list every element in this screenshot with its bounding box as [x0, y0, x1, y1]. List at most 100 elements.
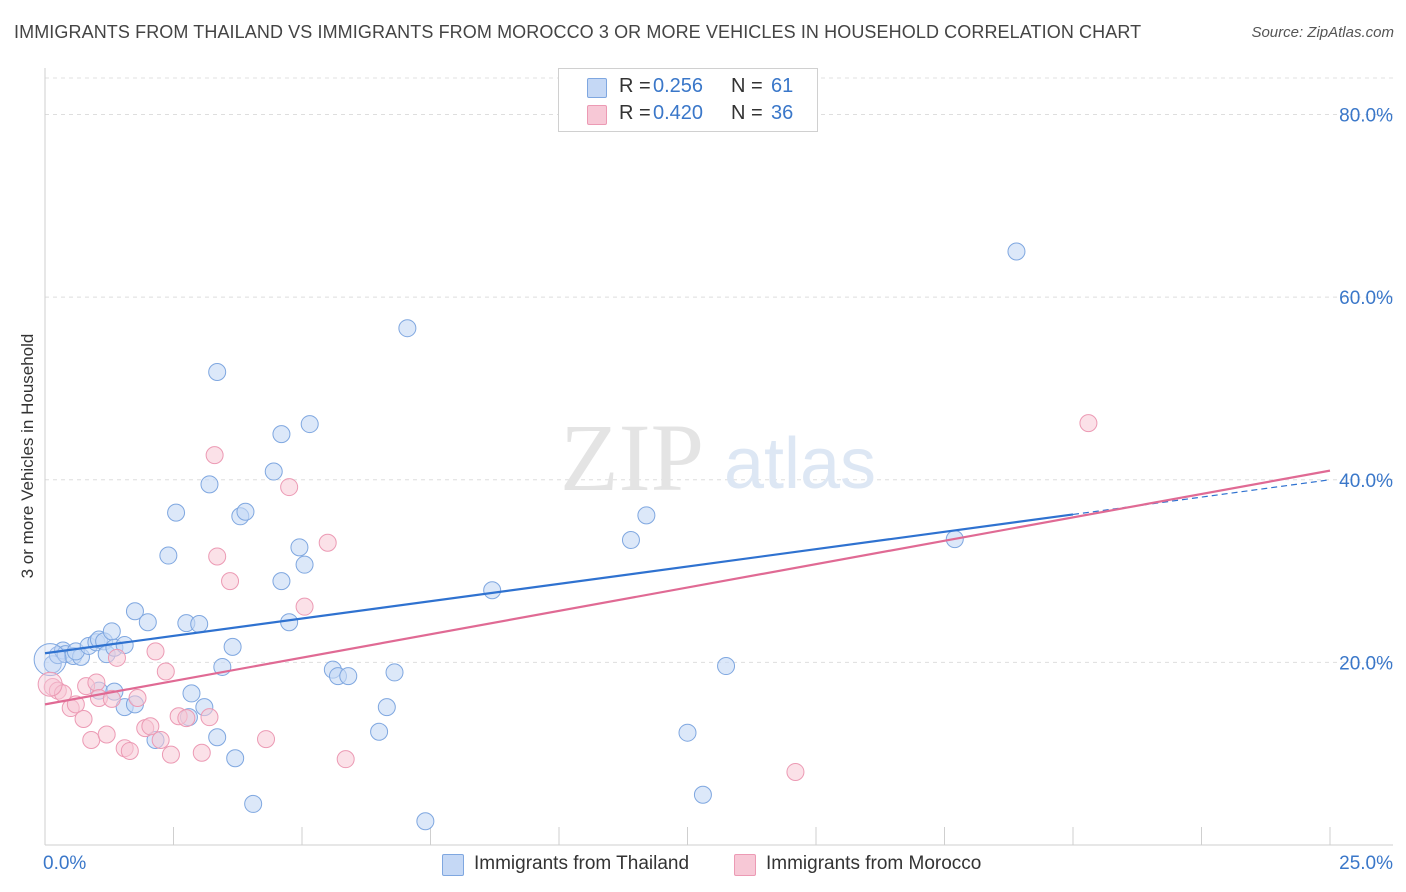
morocco-swatch [734, 854, 756, 876]
data-point-morocco [318, 533, 337, 552]
data-point-morocco [786, 762, 805, 781]
data-point-thailand [223, 637, 242, 656]
data-point-morocco [177, 709, 196, 728]
legend-n-value: 36 [771, 102, 794, 124]
data-point-morocco [200, 708, 219, 727]
data-point-morocco [141, 717, 160, 736]
trend-lines [44, 469, 1331, 706]
legend-n-value: 61 [771, 75, 794, 97]
data-point-morocco [82, 730, 101, 749]
legend-n-label: N = [731, 75, 763, 97]
data-point-thailand [693, 785, 712, 804]
data-point-morocco [37, 671, 63, 697]
data-point-thailand [678, 723, 697, 742]
data-point-morocco [336, 750, 355, 769]
data-point-morocco [205, 446, 224, 465]
thailand-swatch [442, 854, 464, 876]
data-point-thailand [138, 613, 157, 632]
data-point-thailand [125, 602, 144, 621]
series-legend: Immigrants from Thailand Immigrants from… [0, 852, 1406, 878]
data-point-morocco [257, 730, 276, 749]
y-tick-label: 40.0% [1339, 471, 1393, 492]
legend-n-label: N = [731, 102, 763, 124]
watermark-atlas: atlas [724, 424, 876, 504]
source-credit: Source: ZipAtlas.com [1251, 24, 1394, 41]
data-point-thailand [1007, 242, 1026, 261]
data-point-thailand [300, 415, 319, 434]
data-point-thailand [370, 722, 389, 741]
chart-title: IMMIGRANTS FROM THAILAND VS IMMIGRANTS F… [14, 22, 1142, 42]
legend-row-thailand: R = 0.256 N = 61 [559, 75, 817, 101]
data-point-thailand [637, 506, 656, 525]
legend-r-label: R = [619, 102, 651, 124]
tick-labels: 20.0% 40.0% 60.0% 80.0% 0.0% 25.0% [43, 106, 1393, 874]
legend-row-morocco: R = 0.420 N = 36 [559, 102, 817, 128]
axes [44, 68, 1393, 846]
data-point-morocco [221, 572, 240, 591]
data-point-morocco [102, 689, 121, 708]
data-point-thailand [280, 613, 299, 632]
data-point-thailand [398, 319, 417, 338]
morocco-swatch [587, 105, 607, 125]
data-point-thailand [200, 475, 219, 494]
series-morocco-points [37, 414, 1098, 781]
data-point-morocco [208, 547, 227, 566]
legend-r-value: 0.420 [653, 102, 704, 124]
data-point-thailand [182, 684, 201, 703]
data-point-thailand [208, 363, 227, 382]
data-point-thailand [244, 794, 263, 813]
data-point-morocco [146, 642, 165, 661]
data-point-morocco [74, 709, 93, 728]
legend-r-label: R = [619, 75, 651, 97]
legend-label-thailand: Immigrants from Thailand [474, 853, 690, 874]
data-point-morocco [280, 478, 299, 497]
series-thailand-points [33, 242, 1026, 831]
data-point-thailand [272, 572, 291, 591]
data-point-thailand [264, 462, 283, 481]
data-point-morocco [192, 743, 211, 762]
y-tick-label: 20.0% [1339, 653, 1393, 674]
data-point-thailand [717, 657, 736, 676]
data-point-thailand [621, 531, 640, 550]
data-point-thailand [167, 503, 186, 522]
data-point-thailand [159, 546, 178, 565]
data-point-thailand [416, 812, 435, 831]
correlation-legend: R = 0.256 N = 61 R = 0.420 N = 36 [558, 68, 818, 132]
data-point-thailand [385, 663, 404, 682]
data-point-thailand [290, 538, 309, 557]
data-point-thailand [272, 425, 291, 444]
data-point-thailand [377, 698, 396, 717]
data-point-thailand [33, 643, 67, 677]
thailand-swatch [587, 78, 607, 98]
data-point-thailand [190, 615, 209, 634]
data-point-morocco [87, 673, 106, 692]
data-point-thailand [208, 728, 227, 747]
trend-line-thailand [44, 513, 1074, 655]
data-point-morocco [128, 688, 147, 707]
y-tick-label: 60.0% [1339, 288, 1393, 309]
data-point-morocco [107, 648, 126, 667]
data-point-morocco [1079, 414, 1098, 433]
gridlines [45, 77, 1393, 663]
data-point-morocco [156, 662, 175, 681]
data-point-thailand [339, 667, 358, 686]
x-tick-label: 0.0% [43, 853, 86, 874]
y-tick-label: 80.0% [1339, 106, 1393, 127]
data-point-morocco [151, 730, 170, 749]
data-point-morocco [295, 597, 314, 616]
data-point-thailand [102, 622, 121, 641]
x-tick-label: 25.0% [1339, 853, 1393, 874]
data-point-thailand [483, 581, 502, 600]
data-point-thailand [236, 502, 255, 521]
watermark-zip: ZIP [560, 404, 704, 511]
data-point-morocco [97, 725, 116, 744]
data-point-morocco [120, 741, 139, 760]
data-point-thailand [226, 749, 245, 768]
data-point-morocco [161, 745, 180, 764]
watermark: ZIP atlas [560, 404, 876, 511]
legend-r-value: 0.256 [653, 75, 704, 97]
data-point-thailand [295, 555, 314, 574]
legend-label-morocco: Immigrants from Morocco [766, 853, 982, 874]
trend-line-morocco [44, 469, 1331, 706]
